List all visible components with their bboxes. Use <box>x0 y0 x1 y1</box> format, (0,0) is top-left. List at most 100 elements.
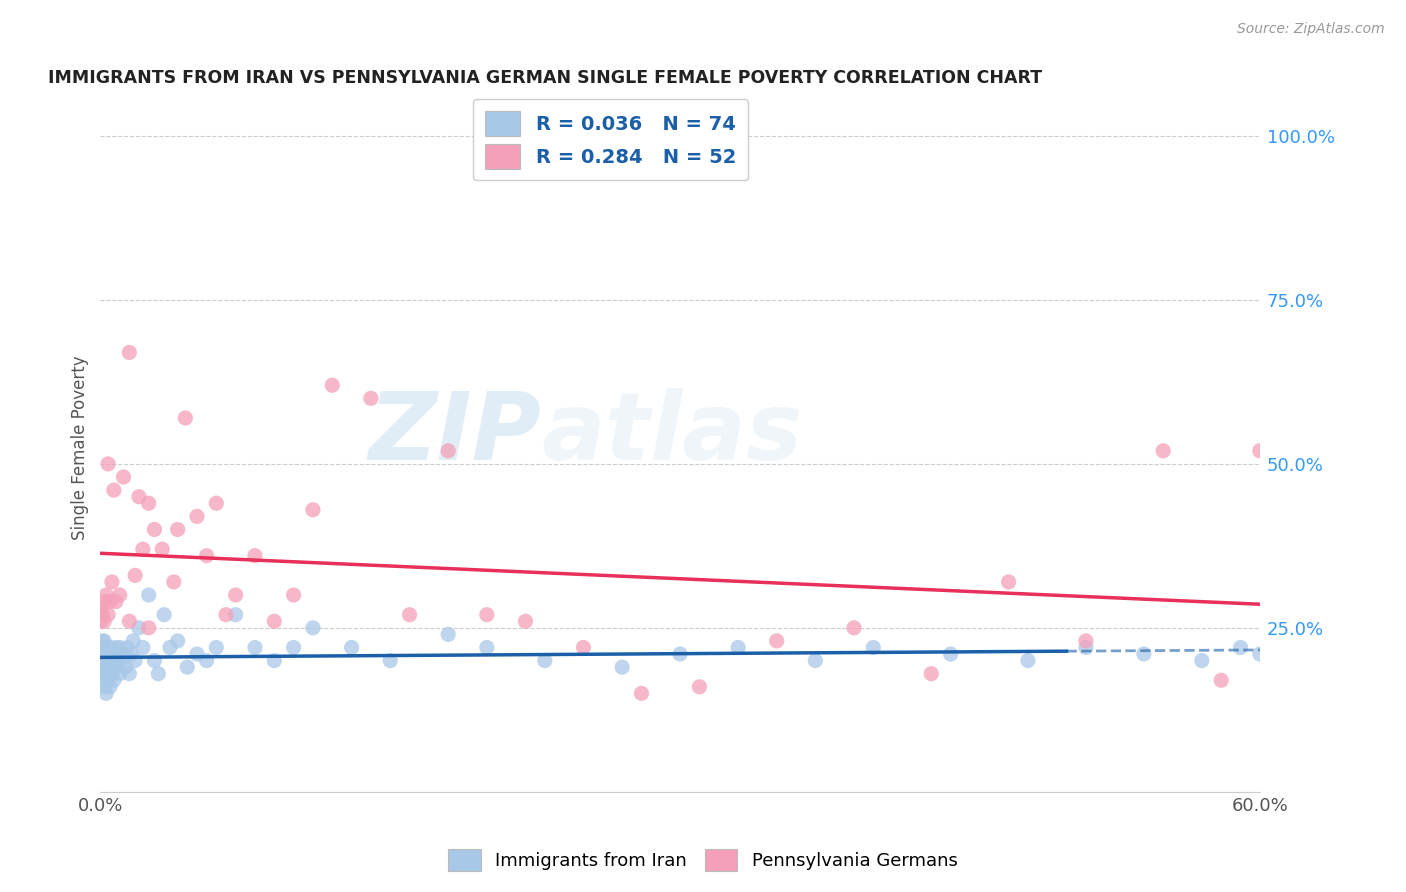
Point <box>610 660 633 674</box>
Point <box>143 654 166 668</box>
Point <box>205 640 228 655</box>
Point <box>243 549 266 563</box>
Point <box>572 640 595 655</box>
Point <box>103 673 125 688</box>
Point <box>97 660 120 674</box>
Point <box>398 607 420 622</box>
Point <box>118 614 141 628</box>
Point <box>107 654 129 668</box>
Point <box>138 621 160 635</box>
Point <box>765 634 787 648</box>
Point <box>112 647 135 661</box>
Point <box>340 640 363 655</box>
Point <box>920 666 942 681</box>
Point <box>103 483 125 497</box>
Point <box>93 680 115 694</box>
Point <box>1229 640 1251 655</box>
Point <box>195 549 218 563</box>
Point <box>97 673 120 688</box>
Point <box>98 594 121 608</box>
Y-axis label: Single Female Poverty: Single Female Poverty <box>72 355 89 540</box>
Point <box>437 443 460 458</box>
Point <box>437 627 460 641</box>
Point <box>1211 673 1233 688</box>
Point <box>91 660 114 674</box>
Point <box>128 621 150 635</box>
Point <box>91 673 114 688</box>
Point <box>205 496 228 510</box>
Point <box>138 496 160 510</box>
Text: IMMIGRANTS FROM IRAN VS PENNSYLVANIA GERMAN SINGLE FEMALE POVERTY CORRELATION CH: IMMIGRANTS FROM IRAN VS PENNSYLVANIA GER… <box>48 69 1042 87</box>
Point <box>360 392 382 406</box>
Point <box>148 666 170 681</box>
Point <box>108 640 131 655</box>
Point <box>176 660 198 674</box>
Point <box>118 666 141 681</box>
Point <box>117 640 139 655</box>
Point <box>101 574 124 589</box>
Point <box>153 607 176 622</box>
Point <box>263 614 285 628</box>
Point <box>263 654 285 668</box>
Point <box>862 640 884 655</box>
Point <box>1249 647 1271 661</box>
Point <box>91 607 114 622</box>
Point <box>103 647 125 661</box>
Point <box>186 647 208 661</box>
Point <box>475 607 498 622</box>
Point <box>89 640 111 655</box>
Point <box>302 503 325 517</box>
Point <box>669 647 692 661</box>
Point <box>101 666 124 681</box>
Point <box>110 654 132 668</box>
Point <box>1133 647 1156 661</box>
Point <box>1074 640 1097 655</box>
Point <box>101 654 124 668</box>
Point <box>93 634 115 648</box>
Point <box>159 640 181 655</box>
Point <box>630 686 652 700</box>
Point <box>225 607 247 622</box>
Point <box>1191 654 1213 668</box>
Point <box>122 634 145 648</box>
Point <box>94 666 117 681</box>
Text: Source: ZipAtlas.com: Source: ZipAtlas.com <box>1237 22 1385 37</box>
Point <box>215 607 238 622</box>
Point <box>243 640 266 655</box>
Point <box>842 621 865 635</box>
Point <box>727 640 749 655</box>
Point <box>98 640 121 655</box>
Point <box>97 607 120 622</box>
Point <box>225 588 247 602</box>
Point <box>138 588 160 602</box>
Point <box>91 640 114 655</box>
Point <box>94 686 117 700</box>
Point <box>114 660 136 674</box>
Point <box>93 614 115 628</box>
Point <box>124 568 146 582</box>
Point <box>104 594 127 608</box>
Point <box>533 654 555 668</box>
Point <box>195 654 218 668</box>
Point <box>939 647 962 661</box>
Point <box>89 654 111 668</box>
Point <box>89 647 111 661</box>
Point <box>120 647 142 661</box>
Point <box>1152 443 1174 458</box>
Point <box>1074 634 1097 648</box>
Point <box>93 666 115 681</box>
Point <box>475 640 498 655</box>
Point <box>104 640 127 655</box>
Point <box>98 660 121 674</box>
Point <box>150 542 173 557</box>
Point <box>108 666 131 681</box>
Point <box>302 621 325 635</box>
Point <box>515 614 537 628</box>
Point <box>1249 443 1271 458</box>
Legend: Immigrants from Iran, Pennsylvania Germans: Immigrants from Iran, Pennsylvania Germa… <box>441 842 965 879</box>
Point <box>108 588 131 602</box>
Point <box>166 634 188 648</box>
Point <box>118 345 141 359</box>
Point <box>124 654 146 668</box>
Point <box>186 509 208 524</box>
